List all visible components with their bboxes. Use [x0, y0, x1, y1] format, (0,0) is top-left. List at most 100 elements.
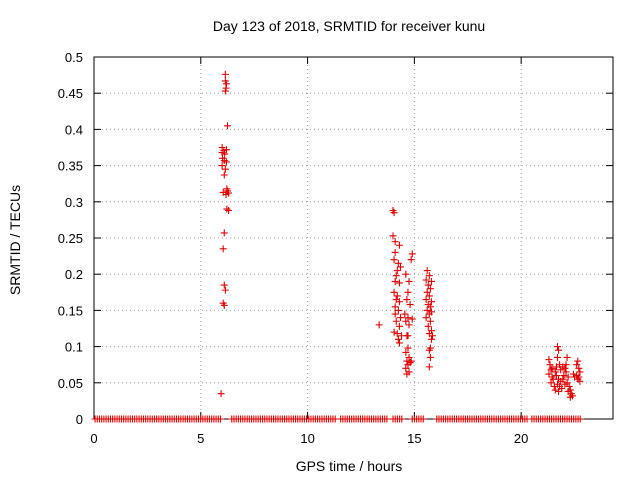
data-point: [402, 270, 410, 278]
data-point: [390, 328, 398, 336]
data-point: [564, 373, 572, 381]
data-point: [401, 310, 409, 318]
data-point: [575, 364, 583, 372]
data-point: [395, 241, 403, 249]
y-tick-label: 0.25: [58, 231, 83, 246]
data-point: [404, 314, 412, 322]
data-point: [395, 322, 403, 330]
baseline-marker: [576, 415, 584, 423]
data-point: [427, 277, 435, 285]
data-point: [406, 301, 414, 309]
baseline-marker: [383, 415, 391, 423]
data-point: [220, 171, 228, 179]
data-point: [552, 372, 560, 380]
data-point: [423, 267, 431, 275]
data-point: [424, 281, 432, 289]
y-tick-label: 0.3: [65, 195, 83, 210]
data-point: [393, 267, 401, 275]
data-point: [403, 296, 411, 304]
data-point: [563, 353, 571, 361]
data-point: [390, 256, 398, 264]
x-tick-label: 20: [514, 431, 528, 446]
chart-title: Day 123 of 2018, SRMTID for receiver kun…: [213, 18, 485, 34]
data-point: [221, 150, 229, 158]
data-point: [550, 382, 558, 390]
data-point: [221, 70, 229, 78]
data-point: [221, 77, 229, 85]
data-point: [389, 232, 397, 240]
data-point: [429, 332, 437, 340]
data-point: [396, 263, 404, 271]
data-point: [427, 335, 435, 343]
data-point: [555, 387, 563, 395]
data-point: [223, 122, 231, 130]
x-tick-label: 10: [300, 431, 314, 446]
data-point: [404, 344, 412, 352]
grid: [94, 57, 613, 419]
data-point: [565, 382, 573, 390]
data-point: [423, 306, 431, 314]
data-point: [407, 357, 415, 365]
data-point: [553, 343, 561, 351]
data-point: [393, 330, 401, 338]
x-tick-label: 5: [197, 431, 204, 446]
y-axis-label: SRMTID / TECUs: [7, 185, 23, 295]
data-point: [225, 206, 233, 214]
data-point: [551, 368, 559, 376]
y-tick-label: 0.4: [65, 122, 83, 137]
data-point: [218, 162, 226, 170]
data-point: [394, 306, 402, 314]
data-point: [559, 363, 567, 371]
data-point: [220, 301, 228, 309]
data-point: [391, 238, 399, 246]
data-point: [405, 321, 413, 329]
data-point: [425, 363, 433, 371]
data-point: [562, 368, 570, 376]
data-point: [425, 292, 433, 300]
data-point: [427, 298, 435, 306]
data-point: [551, 386, 559, 394]
data-point: [391, 277, 399, 285]
data-point: [395, 298, 403, 306]
y-tick-label: 0.5: [65, 50, 83, 65]
baseline-marker: [216, 415, 224, 423]
data-point: [375, 321, 383, 329]
data-point: [574, 357, 582, 365]
y-tick-label: 0.1: [65, 340, 83, 355]
data-point: [217, 390, 225, 398]
data-point: [545, 356, 553, 364]
data-point: [393, 292, 401, 300]
data-point: [548, 364, 556, 372]
data-point: [394, 335, 402, 343]
data-point: [425, 310, 433, 318]
data-point: [426, 317, 434, 325]
data-point: [422, 314, 430, 322]
y-tick-label: 0.45: [58, 86, 83, 101]
data-point: [222, 158, 230, 166]
y-tick-label: 0: [76, 412, 83, 427]
data-point: [390, 209, 398, 217]
data-point: [221, 87, 229, 95]
baseline-marker: [398, 415, 406, 423]
x-tick-label: 15: [407, 431, 421, 446]
data-point: [425, 346, 433, 354]
data-point: [395, 339, 403, 347]
data-point: [391, 248, 399, 256]
data-point: [547, 379, 555, 387]
data-point: [576, 377, 584, 385]
data-point: [423, 288, 431, 296]
x-axis-label: GPS time / hours: [296, 458, 403, 474]
data-point: [221, 165, 229, 173]
data-point: [422, 296, 430, 304]
data-point: [402, 348, 410, 356]
data-point: [408, 315, 416, 323]
data-point: [405, 277, 413, 285]
data-point: [404, 332, 412, 340]
data-point: [402, 364, 410, 372]
data-point: [220, 281, 228, 289]
data-point: [426, 303, 434, 311]
data-point: [404, 288, 412, 296]
data-point: [391, 303, 399, 311]
data-point: [392, 317, 400, 325]
